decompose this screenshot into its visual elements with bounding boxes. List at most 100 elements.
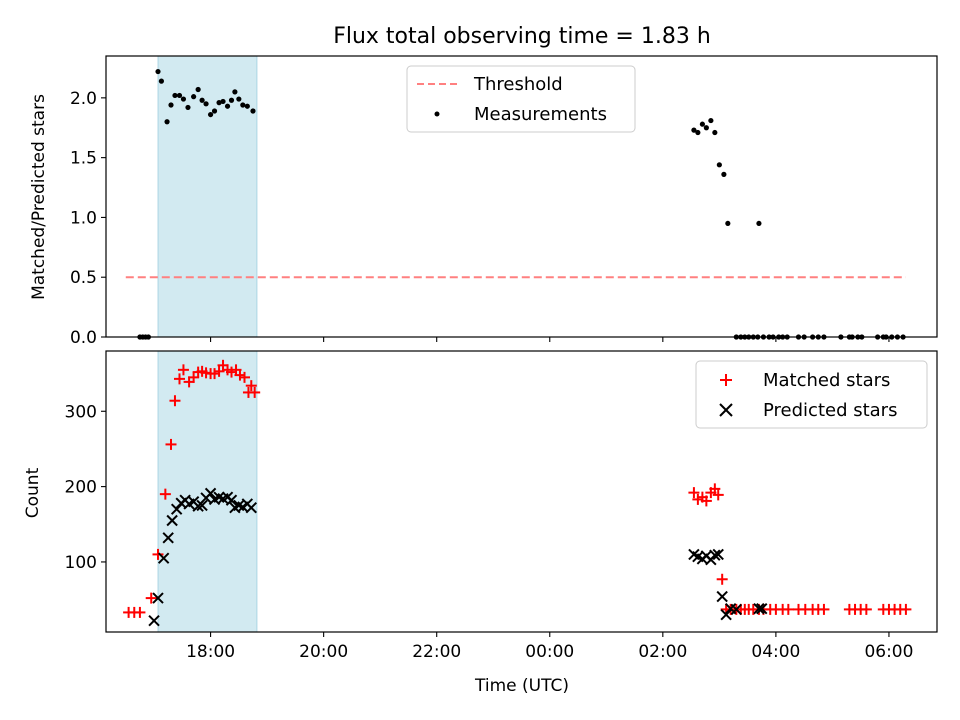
x-tick-label: 18:00 — [186, 642, 235, 662]
measurement-point — [180, 96, 187, 102]
bottom-panel: 100 200 300 18:00 20:00 22:00 00:00 02:00 04:00… — [23, 350, 938, 696]
bottom-y-axis-label: Count — [23, 467, 43, 518]
measurement-point — [712, 129, 718, 136]
x-tick-label: 00:00 — [525, 642, 574, 662]
y-tick-label: 0.0 — [70, 328, 97, 348]
top-legend: Threshold Measurements — [406, 65, 636, 133]
matched-stars-point — [782, 603, 794, 615]
measurements-legend-label: Measurements — [474, 104, 607, 125]
y-tick-label: 100 — [65, 553, 97, 573]
bottom-x-axis: 18:00 20:00 22:00 00:00 02:00 04:00 06:00 — [186, 632, 913, 662]
matched-stars-point — [239, 371, 250, 383]
matched-stars-point — [688, 487, 700, 499]
matched-stars-point — [709, 483, 721, 495]
measurement-point — [244, 103, 250, 109]
series-predicted-stars — [148, 487, 768, 627]
matched-stars-point — [700, 495, 712, 507]
measurement-point — [699, 121, 705, 127]
predicted-stars-point — [245, 501, 257, 514]
measurement-point — [725, 220, 731, 227]
matched-stars-point — [249, 386, 261, 398]
figure-title: Flux total observing time = 1.83 h — [333, 24, 711, 49]
measurement-point — [176, 92, 183, 99]
matched-stars-point — [900, 603, 912, 615]
matched-stars-point — [716, 573, 728, 585]
measurement-point — [756, 220, 762, 227]
measurement-point — [168, 102, 174, 108]
predicted-stars-point — [720, 608, 732, 621]
measurement-point — [695, 129, 701, 136]
measurement-point — [207, 111, 214, 118]
matched-stars-point — [134, 606, 146, 618]
top-y-axis: 0.0 0.5 1.0 1.5 2.0 — [70, 89, 106, 348]
measurement-point — [250, 108, 256, 114]
predicted-stars-point — [204, 487, 217, 500]
predicted-stars-point — [225, 494, 238, 506]
predicted-stars-point — [716, 590, 728, 603]
predicted-stars-point — [196, 499, 208, 512]
measurement-point — [216, 100, 222, 106]
threshold-legend-label: Threshold — [473, 74, 563, 95]
top-legend-box — [406, 65, 636, 133]
measurement-point — [155, 68, 161, 75]
matched-stars-point — [152, 548, 164, 560]
y-tick-label: 2.0 — [70, 89, 97, 109]
x-axis-label: Time (UTC) — [474, 676, 569, 696]
measurement-point — [191, 94, 197, 100]
matched-stars-point — [860, 603, 872, 615]
top-panel-frame — [105, 55, 938, 338]
measurement-point — [716, 162, 722, 168]
matched-stars-point — [173, 373, 185, 385]
measurement-point — [228, 97, 235, 103]
predicted-stars-point — [753, 602, 765, 615]
measurement-point — [164, 119, 170, 125]
y-tick-label: 1.5 — [70, 149, 97, 169]
measurement-point — [211, 108, 218, 114]
bottom-y-axis: 100 200 300 — [65, 402, 106, 573]
top-plot-area — [125, 55, 906, 340]
measurement-point — [172, 92, 178, 99]
measurement-point — [691, 127, 697, 133]
predicted-stars-point — [709, 549, 721, 561]
y-tick-label: 0.5 — [70, 268, 97, 288]
y-tick-label: 1.0 — [70, 208, 97, 228]
measurement-point — [240, 102, 246, 108]
matched-legend-swatch — [720, 374, 732, 386]
measurement-point — [232, 89, 238, 95]
predicted-stars-point — [730, 603, 743, 616]
y-tick-label: 200 — [65, 478, 97, 498]
measurement-point — [236, 96, 242, 102]
top-x-axis — [210, 337, 890, 342]
x-tick-label: 06:00 — [864, 642, 913, 662]
measurement-point — [703, 125, 709, 131]
measurement-point — [708, 117, 714, 124]
measurement-point — [224, 103, 231, 109]
predicted-stars-point — [712, 548, 724, 561]
observing-interval-shade — [157, 55, 258, 338]
measurement-point — [195, 86, 201, 93]
x-tick-label: 22:00 — [412, 642, 461, 662]
predicted-stars-point — [166, 514, 178, 527]
matched-stars-point — [245, 380, 257, 392]
predicted-stars-point — [148, 614, 160, 627]
measurement-point — [203, 101, 209, 107]
x-tick-label: 02:00 — [638, 642, 687, 662]
bottom-plot-area — [123, 350, 912, 633]
top-y-axis-label: Matched/Predicted stars — [29, 94, 49, 300]
matched-stars-point — [818, 603, 830, 615]
y-tick-label: 300 — [65, 402, 97, 422]
matched-stars-point — [145, 592, 157, 604]
predicted-stars-point — [157, 552, 170, 564]
x-tick-label: 20:00 — [299, 642, 348, 662]
measurement-point — [721, 171, 727, 177]
predicted-legend-swatch — [719, 403, 733, 417]
matched-stars-point — [159, 488, 171, 500]
bottom-legend: Matched stars Predicted stars — [695, 360, 928, 429]
matched-stars-point — [712, 489, 724, 501]
predicted-stars-point — [162, 532, 174, 544]
measurements-legend-swatch — [434, 111, 440, 117]
matched-stars-point — [177, 364, 189, 376]
matched-stars-point — [213, 365, 225, 377]
predicted-stars-point — [756, 602, 768, 615]
